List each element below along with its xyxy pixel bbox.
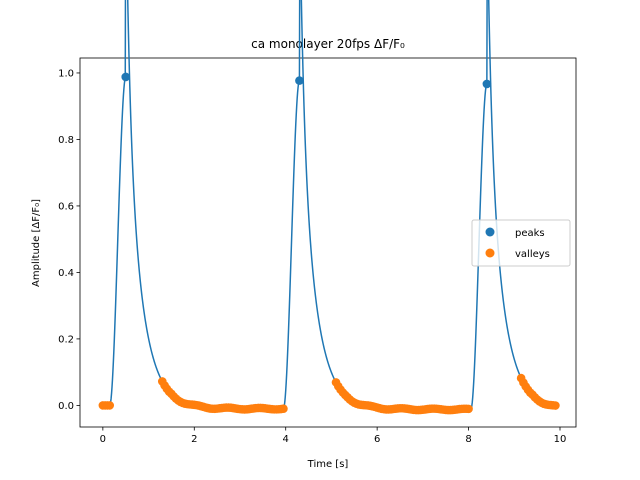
y-tick-label: 0.0 — [58, 401, 74, 412]
legend-label-valleys: valleys — [515, 249, 550, 260]
peak-marker — [121, 72, 131, 82]
legend: peaks valleys — [471, 219, 571, 267]
x-axis-label: Time [s] — [307, 459, 349, 470]
legend-label-peaks: peaks — [515, 228, 545, 239]
y-tick-label: 0.8 — [58, 135, 74, 146]
peak-marker — [295, 76, 304, 85]
valley-marker — [279, 404, 288, 414]
legend-marker-valleys — [485, 248, 495, 258]
legend-box — [471, 219, 571, 267]
x-tick-label: 4 — [283, 434, 289, 445]
y-tick-label: 0.6 — [58, 201, 74, 212]
valley-marker — [551, 401, 560, 410]
y-tick-label: 0.2 — [58, 334, 74, 345]
y-axis-ticks: 0.0 0.2 0.4 0.6 0.8 1.0 — [58, 68, 80, 412]
data-layer — [98, 0, 560, 415]
axes-frame — [79, 57, 577, 428]
x-tick-label: 10 — [554, 434, 567, 445]
x-tick-label: 6 — [374, 434, 380, 445]
y-tick-label: 1.0 — [58, 68, 74, 79]
x-tick-label: 8 — [465, 434, 471, 445]
peak-marker — [482, 79, 492, 89]
y-tick-label: 0.4 — [58, 268, 74, 279]
chart-title: ca monolayer 20fps ΔF/F₀ — [251, 37, 405, 51]
valley-marker — [105, 401, 115, 410]
x-tick-label: 0 — [100, 434, 106, 445]
x-tick-label: 2 — [191, 434, 197, 445]
y-axis-label: Amplitude [ΔF/F₀] — [31, 199, 42, 287]
plot-area: 0 2 4 6 8 10 0.0 0.2 0.4 0.6 0.8 1.0 — [58, 0, 577, 445]
valley-marker — [464, 404, 473, 414]
legend-marker-peaks — [485, 227, 495, 237]
x-axis-ticks: 0 2 4 6 8 10 — [100, 427, 567, 445]
